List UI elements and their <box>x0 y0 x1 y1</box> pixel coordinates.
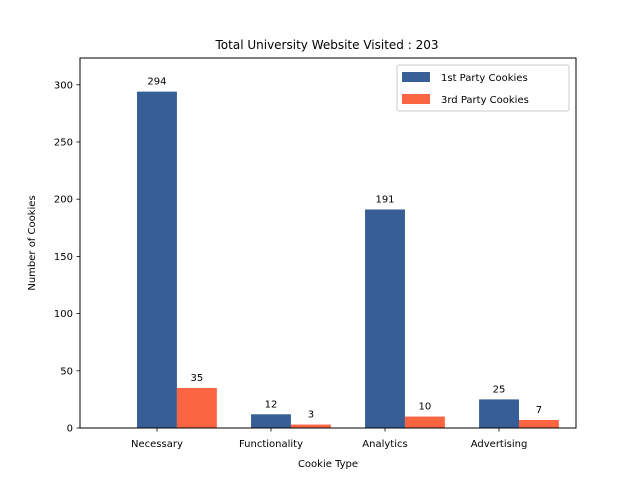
bar-first-party-functionality <box>251 414 291 428</box>
legend-label: 1st Party Cookies <box>441 73 528 84</box>
chart-title: Total University Website Visited : 203 <box>215 38 439 52</box>
legend-swatch <box>402 72 430 82</box>
y-tick-label: 0 <box>67 424 73 435</box>
data-label: 10 <box>419 402 432 413</box>
y-tick-label: 200 <box>54 195 73 206</box>
y-axis-label: Number of Cookies <box>27 195 38 290</box>
y-tick-label: 300 <box>54 80 73 91</box>
bar-third-party-functionality <box>290 424 331 428</box>
x-axis: Necessary Functionality Analytics Advertisi… <box>131 428 527 450</box>
y-tick-label: 250 <box>54 137 73 148</box>
data-label: 294 <box>147 77 166 88</box>
x-axis-label: Cookie Type <box>298 459 358 470</box>
data-label: 25 <box>493 384 506 395</box>
data-label: 12 <box>265 399 278 410</box>
bar-first-party-analytics <box>365 209 405 428</box>
plot-area: 294 12 191 25 35 3 10 7 <box>137 77 559 429</box>
x-tick-label: Necessary <box>131 439 183 450</box>
x-tick-label: Analytics <box>362 439 407 450</box>
legend-label: 3rd Party Cookies <box>441 95 529 106</box>
bar-third-party-advertising <box>518 419 559 428</box>
bar-first-party-necessary <box>137 91 177 429</box>
y-tick-label: 50 <box>60 366 73 377</box>
legend: 1st Party Cookies 3rd Party Cookies <box>396 64 570 112</box>
plot-frame <box>79 57 577 429</box>
bar-third-party-necessary <box>176 387 217 428</box>
data-label: 3 <box>308 410 314 421</box>
data-label: 35 <box>191 373 204 384</box>
data-label: 191 <box>375 194 394 205</box>
y-tick-label: 100 <box>54 309 73 320</box>
data-label: 7 <box>536 405 542 416</box>
x-tick-label: Advertising <box>471 439 528 450</box>
y-tick-label: 150 <box>54 252 73 263</box>
bar-first-party-advertising <box>479 399 519 428</box>
legend-box <box>396 64 570 112</box>
y-axis: 0 50 100 150 200 250 300 <box>54 80 80 435</box>
x-tick-label: Functionality <box>239 439 303 450</box>
legend-swatch <box>402 94 430 104</box>
bar-third-party-analytics <box>404 416 445 428</box>
